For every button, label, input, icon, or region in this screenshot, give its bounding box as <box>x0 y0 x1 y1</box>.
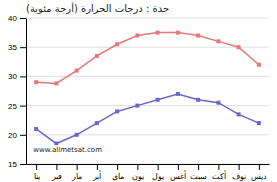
point <box>257 121 261 125</box>
y-tick-mark <box>20 135 26 136</box>
x-tick-label: فبر <box>51 172 62 181</box>
y-tick-mark <box>20 47 26 48</box>
x-tick-label: مار <box>71 172 82 181</box>
x-tick: ماي <box>112 164 124 181</box>
watermark: www.allmetsat.com <box>33 146 102 154</box>
x-tick-mark <box>178 164 179 170</box>
grid-line <box>26 134 269 135</box>
grid-line <box>26 164 269 165</box>
series-line <box>36 33 259 84</box>
point <box>156 98 160 102</box>
point <box>216 101 220 105</box>
x-tick: فبر <box>51 164 62 181</box>
x-tick-label: يون <box>132 172 144 181</box>
y-tick: 35 <box>8 43 26 52</box>
y-axis-line <box>26 19 27 165</box>
x-tick: أكت <box>212 164 226 181</box>
x-tick: سبت <box>190 164 207 181</box>
x-tick: مار <box>71 164 82 181</box>
series-line <box>36 94 259 144</box>
point <box>176 31 180 35</box>
point <box>115 42 119 46</box>
x-tick-mark <box>97 164 98 170</box>
point <box>115 109 119 113</box>
point <box>54 81 58 85</box>
y-axis: 15 20 25 30 35 40 <box>8 14 26 169</box>
x-axis: ينا فبر مار أبر ماي يون يول أغس سبت أكت نوف ديس <box>27 164 270 181</box>
x-tick-mark <box>137 164 138 170</box>
x-tick-mark <box>259 164 260 170</box>
point <box>135 34 139 38</box>
x-tick-label: ديس <box>251 172 267 181</box>
point <box>237 45 241 49</box>
chart: 15 20 25 30 35 40 ينا فبر مار أبر ماي يون يول أغس سبت أ… <box>0 0 277 182</box>
y-tick-label: 15 <box>8 160 17 169</box>
grid <box>26 18 269 164</box>
point <box>75 69 79 73</box>
point <box>176 92 180 96</box>
x-axis-line <box>27 164 270 165</box>
grid-line <box>26 18 269 19</box>
x-tick-label: ماي <box>112 172 124 181</box>
y-tick-mark <box>20 76 26 77</box>
y-tick: 15 <box>8 160 26 169</box>
y-tick-label: 35 <box>8 43 17 52</box>
y-tick-label: 20 <box>8 131 17 140</box>
x-tick-label: يول <box>152 172 164 181</box>
x-tick: نوف <box>232 164 246 181</box>
plot: 15 20 25 30 35 40 ينا فبر مار أبر ماي يون يول أغس سبت أ… <box>8 14 269 181</box>
x-tick-mark <box>158 164 159 170</box>
y-tick: 20 <box>8 131 26 140</box>
x-tick-label: نوف <box>232 172 246 181</box>
marks <box>34 31 261 146</box>
x-tick-mark <box>36 164 37 170</box>
y-tick-label: 30 <box>8 72 17 81</box>
point <box>54 142 58 146</box>
point <box>237 112 241 116</box>
x-tick-mark <box>218 164 219 170</box>
y-tick-mark <box>20 18 26 19</box>
x-tick: ينا <box>34 164 40 181</box>
point <box>34 127 38 131</box>
y-tick: 25 <box>8 102 26 111</box>
x-tick-mark <box>56 164 57 170</box>
x-tick: يون <box>132 164 144 181</box>
x-tick: ديس <box>251 164 267 181</box>
x-tick-mark <box>239 164 240 170</box>
annotation: www.allmetsat.com <box>32 145 103 155</box>
x-tick-label: أغس <box>170 170 186 181</box>
y-tick: 40 <box>8 14 26 23</box>
grid-line <box>26 47 269 48</box>
point <box>257 63 261 67</box>
point <box>135 104 139 108</box>
point <box>196 34 200 38</box>
point <box>34 80 38 84</box>
point <box>216 39 220 43</box>
grid-line <box>26 76 269 77</box>
x-tick-label: أكت <box>212 170 226 181</box>
x-tick: أبر <box>92 164 101 181</box>
title: جدة : درجات الحرارة (أرجة مئوية) <box>26 2 169 14</box>
y-tick-mark <box>20 106 26 107</box>
point <box>95 121 99 125</box>
grid-line <box>26 105 269 106</box>
point <box>196 98 200 102</box>
x-tick-mark <box>77 164 78 170</box>
x-tick-label: ينا <box>34 172 40 181</box>
y-tick-mark <box>20 164 26 165</box>
x-tick-mark <box>117 164 118 170</box>
x-tick: يول <box>152 164 164 181</box>
point <box>95 54 99 58</box>
x-tick: أغس <box>170 164 186 181</box>
y-tick-label: 25 <box>8 102 17 111</box>
x-tick-mark <box>198 164 199 170</box>
x-tick-label: أبر <box>92 170 101 181</box>
x-tick-label: سبت <box>190 172 207 181</box>
y-tick: 30 <box>8 72 26 81</box>
point <box>75 133 79 137</box>
y-tick-label: 40 <box>8 14 17 23</box>
point <box>156 31 160 35</box>
annotation-background <box>32 145 103 155</box>
